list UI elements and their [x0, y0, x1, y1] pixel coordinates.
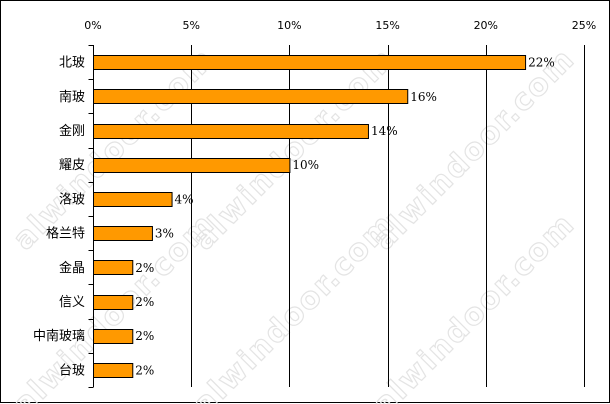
x-tick-label: 5%	[182, 19, 199, 32]
value-label: 22%	[528, 56, 555, 70]
bar	[93, 260, 134, 275]
x-tick-label: 0%	[84, 19, 101, 32]
value-label: 2%	[135, 363, 154, 377]
bar	[93, 226, 153, 241]
bars	[93, 55, 527, 378]
x-tick-label: 25%	[572, 19, 596, 32]
value-label: 16%	[410, 90, 437, 104]
bar	[93, 89, 409, 104]
bar	[93, 363, 134, 378]
bar	[93, 295, 134, 310]
category-label: 金晶	[59, 260, 85, 276]
category-label: 信义	[59, 295, 85, 310]
value-label: 10%	[292, 158, 319, 172]
bar	[93, 158, 291, 173]
x-tick-label: 15%	[375, 19, 399, 32]
bar	[93, 329, 134, 344]
value-label: 3%	[155, 227, 174, 241]
category-label: 中南玻璃	[33, 328, 85, 344]
category-label: 北玻	[59, 56, 85, 71]
category-label: 金刚	[59, 123, 85, 139]
category-label: 洛玻	[59, 192, 85, 207]
x-tick-label: 10%	[277, 19, 301, 32]
category-label: 南玻	[59, 89, 85, 105]
bar	[93, 192, 173, 207]
x-tick-label: 20%	[474, 19, 498, 32]
category-label: 台玻	[59, 363, 85, 378]
bar	[93, 55, 527, 70]
value-label: 4%	[175, 192, 194, 206]
value-label: 14%	[371, 124, 398, 138]
category-label: 格兰特	[46, 226, 85, 242]
y-axis	[88, 45, 94, 388]
category-label: 耀皮	[59, 158, 85, 173]
value-labels: 22% 16% 14% 10% 4% 3% 2% 2% 2% 2%	[135, 56, 554, 378]
value-label: 2%	[135, 261, 154, 275]
value-label: 2%	[135, 329, 154, 343]
value-label: 2%	[135, 295, 154, 309]
bar	[93, 124, 369, 139]
x-axis-ticks: 0% 5% 10% 15% 20% 25%	[84, 19, 596, 32]
